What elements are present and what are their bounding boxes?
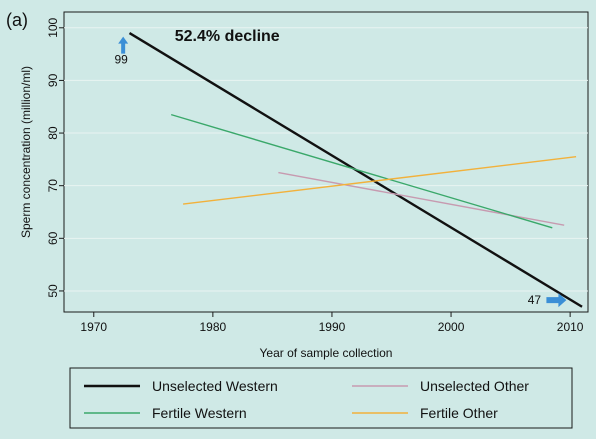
annotation-52-4-decline: 52.4% decline	[175, 28, 280, 45]
x-tick-label: 1980	[200, 320, 227, 334]
y-tick-label: 80	[46, 126, 60, 140]
plot-area	[63, 11, 589, 313]
series-line-fertile-western	[170, 113, 553, 229]
legend-label-fertile-other: Fertile Other	[420, 405, 498, 421]
annotation-47: 47	[528, 293, 542, 307]
x-tick-label: 1990	[319, 320, 346, 334]
series-line-unselected-other	[278, 171, 565, 226]
y-tick-label: 60	[46, 231, 60, 245]
grid-lines	[64, 27, 588, 292]
y-axis-label: Sperm concentration (million/ml)	[19, 66, 33, 238]
panel-label: (a)	[6, 10, 28, 30]
x-tick-label: 1970	[80, 320, 107, 334]
arrow-up-icon	[118, 36, 129, 54]
arrow-right-icon	[546, 293, 567, 308]
axes: 1970 1980 1990 2000 2010 50 60 70 80 90 100	[46, 17, 584, 334]
x-tick-label: 2000	[438, 320, 465, 334]
annotation-99: 99	[114, 53, 128, 67]
y-tick-label: 50	[46, 284, 60, 298]
y-tick-label: 90	[46, 73, 60, 87]
legend: Unselected Western Unselected Other Fertil…	[69, 367, 573, 429]
series-line-fertile-other	[183, 156, 577, 205]
annotations: 52.4% decline 99 47	[114, 28, 567, 308]
legend-label-fertile-western: Fertile Western	[152, 405, 247, 421]
y-tick-label: 70	[46, 179, 60, 193]
x-tick-label: 2010	[557, 320, 584, 334]
y-tick-label: 100	[46, 17, 60, 37]
series-lines	[128, 32, 583, 308]
legend-label-unselected-western: Unselected Western	[152, 378, 278, 394]
legend-box	[69, 367, 573, 429]
x-axis-label: Year of sample collection	[260, 346, 393, 360]
legend-label-unselected-other: Unselected Other	[420, 378, 529, 394]
